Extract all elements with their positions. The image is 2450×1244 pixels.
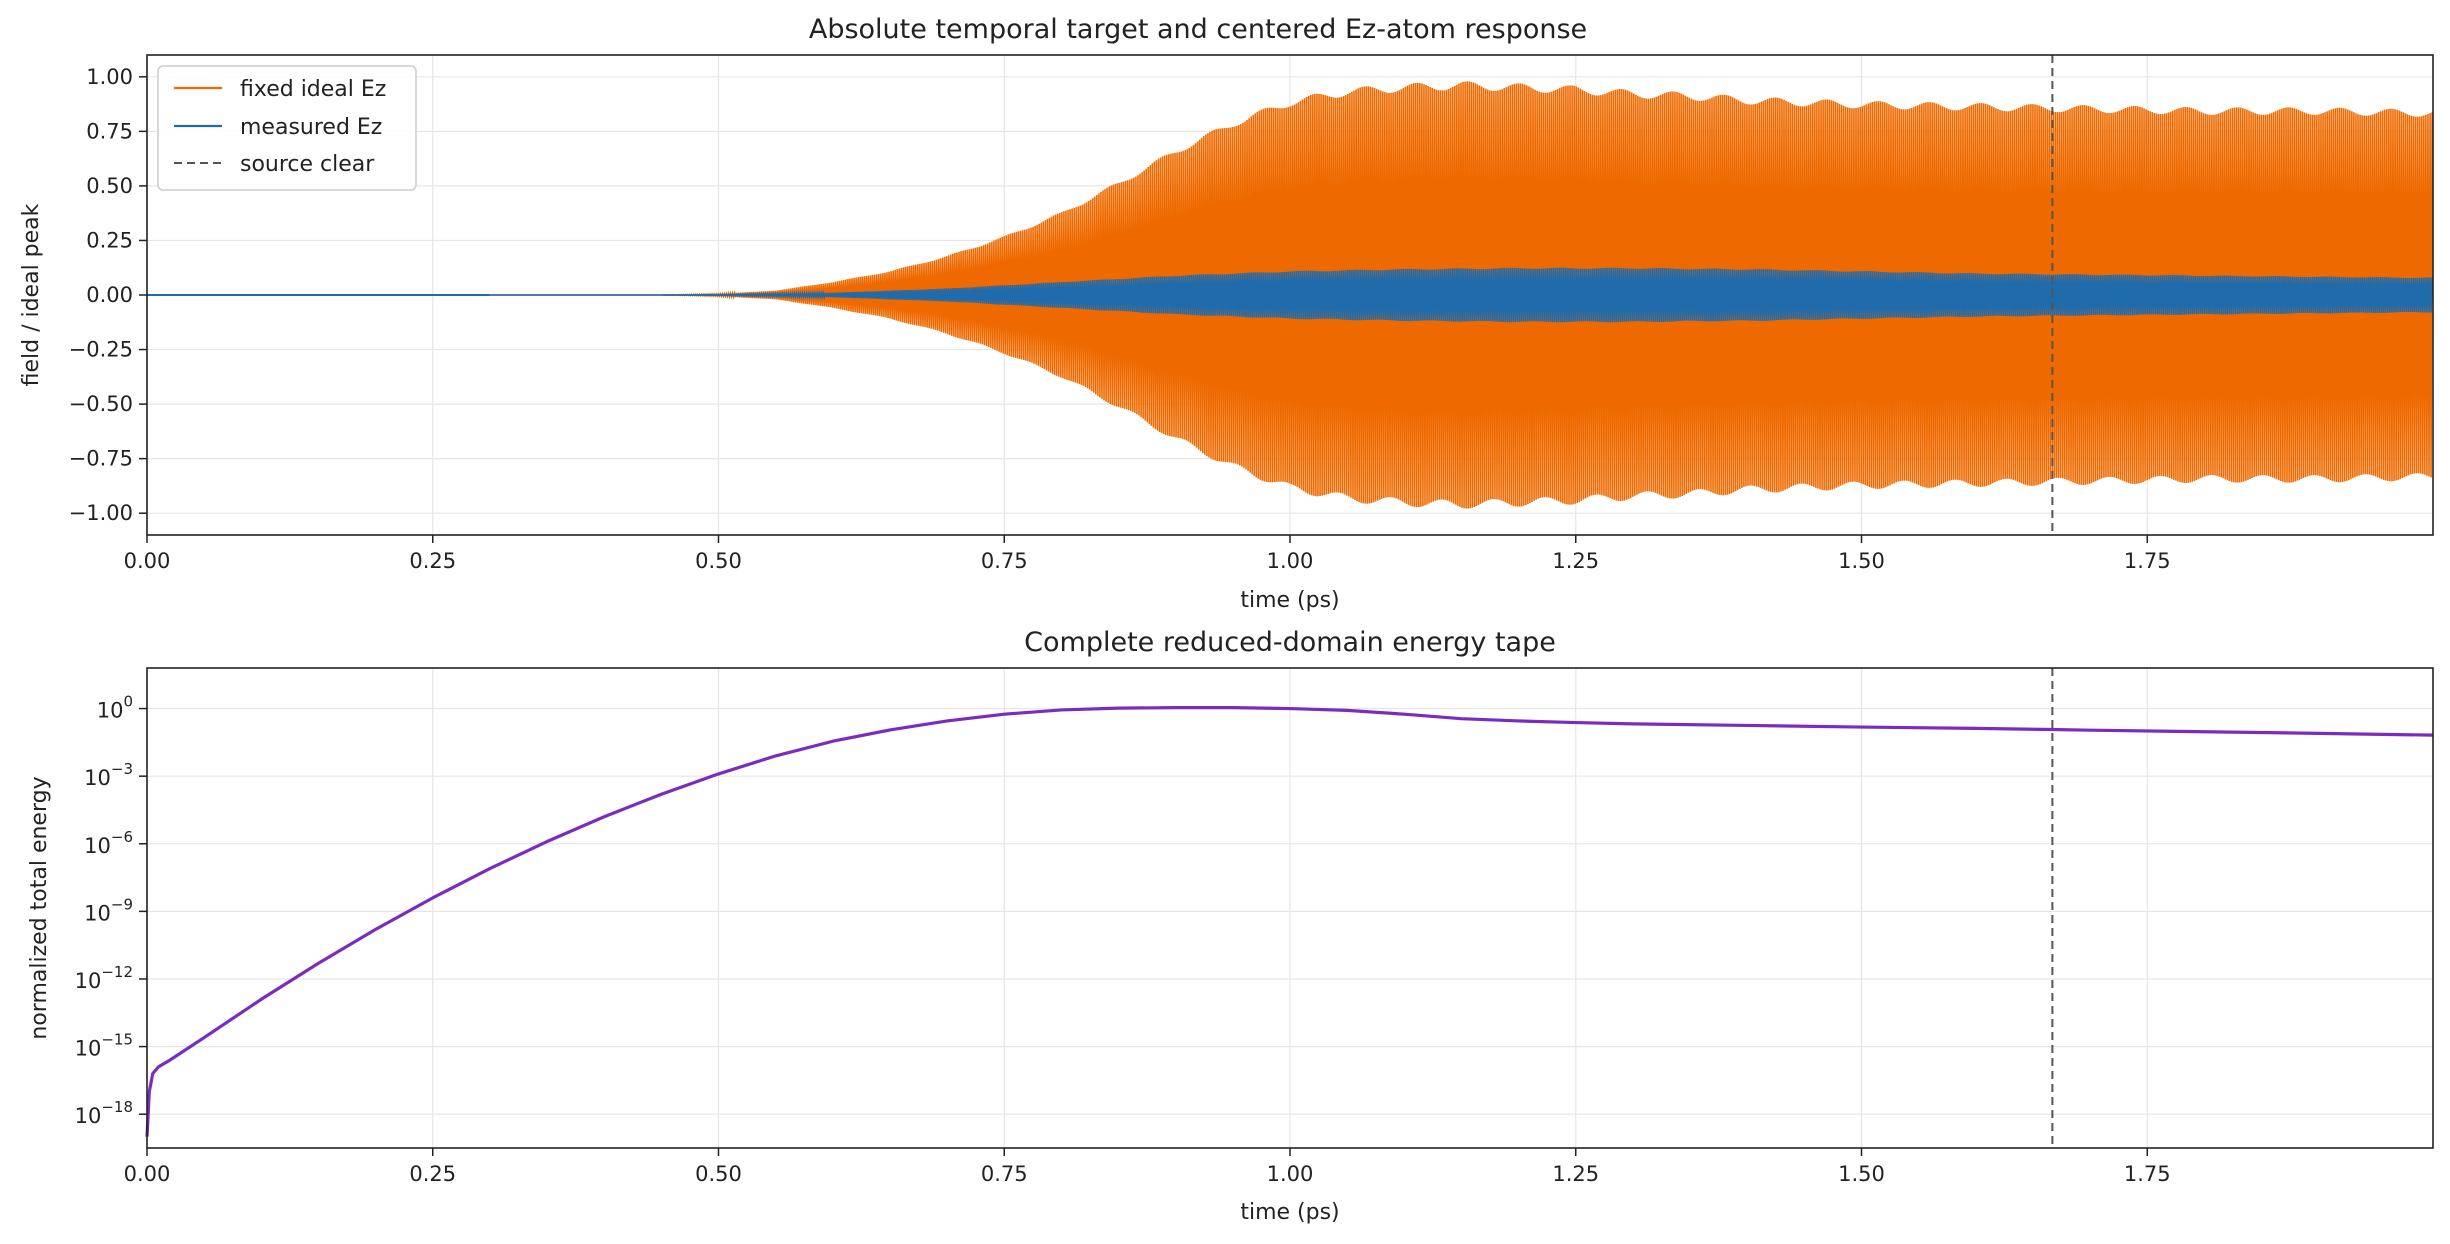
x-tick-label: 1.75: [2124, 549, 2171, 573]
y-tick-label: 10−3: [84, 760, 133, 790]
x-tick-label: 1.75: [2124, 1162, 2171, 1186]
y-tick-label: 0.00: [86, 283, 133, 307]
energy-tape-panel: Complete reduced-domain energy tape 0.00…: [27, 627, 2434, 1225]
x-tick-label: 0.00: [124, 1162, 171, 1186]
x-tick-label: 1.25: [1552, 549, 1599, 573]
y-tick-label: −0.25: [69, 338, 133, 362]
panel-2-ticks: 0.00 0.25 0.50 0.75 1.00 1.25 1.50 1.75 10−18 10−…: [75, 693, 2171, 1186]
energy-trace: [145, 706, 2434, 1137]
x-tick-label: 1.00: [1267, 549, 1314, 573]
legend-label-source-clear: source clear: [240, 152, 375, 177]
panel-1-ticks: 0.00 0.25 0.50 0.75 1.00 1.25 1.50 1.75 −1.00 −0.…: [69, 65, 2171, 573]
panel-2-xlabel: time (ps): [1240, 1200, 1339, 1225]
y-tick-label: 0.25: [86, 228, 133, 252]
panel-1-ylabel: field / ideal peak: [19, 203, 44, 386]
x-tick-label: 0.50: [695, 549, 742, 573]
field-response-panel: Absolute temporal target and centered Ez…: [19, 14, 2434, 613]
panel-1-legend: fixed ideal Ez measured Ez source clear: [157, 65, 417, 191]
x-tick-label: 0.75: [981, 549, 1028, 573]
y-tick-label: 10−15: [75, 1031, 133, 1061]
x-tick-label: 0.50: [695, 1162, 742, 1186]
panel-2-title: Complete reduced-domain energy tape: [1024, 627, 1556, 658]
y-tick-label: 10−6: [84, 828, 133, 858]
panel-1-title: Absolute temporal target and centered Ez…: [809, 14, 1587, 45]
panel-1-series: [147, 55, 2433, 535]
x-tick-label: 0.25: [409, 549, 456, 573]
x-tick-label: 1.25: [1552, 1162, 1599, 1186]
y-tick-label: −1.00: [69, 501, 133, 525]
legend-frame: [157, 65, 417, 191]
legend-label-measured: measured Ez: [240, 115, 382, 140]
legend-label-fixed-ideal: fixed ideal Ez: [240, 77, 386, 102]
y-tick-label: 1.00: [86, 65, 133, 89]
x-tick-label: 1.50: [1838, 549, 1885, 573]
panel-2-ylabel: normalized total energy: [27, 776, 52, 1039]
panel-2-series: [145, 668, 2434, 1148]
x-tick-label: 0.75: [981, 1162, 1028, 1186]
y-tick-label: 10−18: [75, 1098, 133, 1128]
y-tick-label: 10−12: [75, 963, 133, 993]
x-tick-label: 1.00: [1267, 1162, 1314, 1186]
y-tick-label: 100: [97, 693, 133, 723]
y-tick-label: −0.75: [69, 447, 133, 471]
y-tick-label: 0.75: [86, 119, 133, 143]
y-tick-label: 0.50: [86, 174, 133, 198]
panel-1-xlabel: time (ps): [1240, 588, 1339, 613]
x-tick-label: 1.50: [1838, 1162, 1885, 1186]
measured-ez-trace: [489, 267, 2433, 323]
y-tick-label: 10−9: [84, 895, 133, 925]
x-tick-label: 0.00: [124, 549, 171, 573]
x-tick-label: 0.25: [409, 1162, 456, 1186]
y-tick-label: −0.50: [69, 392, 133, 416]
